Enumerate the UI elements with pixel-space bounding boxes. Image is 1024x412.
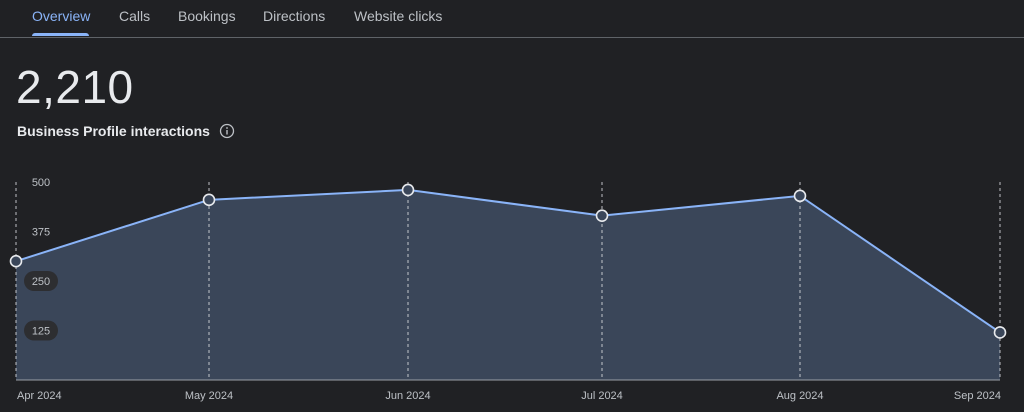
data-point[interactable]	[793, 189, 807, 203]
x-tick-label: Jun 2024	[385, 390, 430, 402]
y-tick-label: 250	[24, 271, 58, 291]
tab-overview[interactable]: Overview	[32, 8, 91, 24]
info-icon[interactable]	[219, 123, 235, 139]
tab-calls[interactable]: Calls	[119, 8, 151, 24]
chart-area-fill	[16, 189, 1000, 380]
tab-bar: Overview Calls Bookings Directions Websi…	[0, 0, 1024, 38]
x-tick-label: May 2024	[185, 390, 233, 402]
x-tick-label: Sep 2024	[954, 390, 1001, 402]
data-point[interactable]	[202, 193, 216, 207]
svg-text:500: 500	[32, 177, 50, 189]
svg-text:125: 125	[32, 326, 50, 338]
active-tab-indicator	[32, 33, 89, 36]
total-interactions-value: 2,210	[16, 61, 134, 113]
data-point[interactable]	[595, 209, 609, 222]
x-tick-label: Aug 2024	[776, 390, 823, 402]
tab-bookings[interactable]: Bookings	[178, 8, 236, 24]
x-tick-label: Apr 2024	[17, 390, 62, 402]
summary-label-row: Business Profile interactions	[17, 123, 235, 139]
y-tick-label: 375	[32, 227, 50, 239]
y-tick-label: 125	[24, 320, 58, 341]
svg-text:375: 375	[32, 227, 50, 239]
series-line	[15, 188, 1001, 334]
tab-website-clicks[interactable]: Website clicks	[354, 8, 443, 24]
data-point[interactable]	[401, 183, 415, 197]
data-point[interactable]	[993, 326, 1007, 339]
x-tick-label: Jul 2024	[581, 390, 623, 402]
data-point[interactable]	[9, 254, 23, 268]
y-tick-label: 500	[32, 177, 50, 189]
summary-label: Business Profile interactions	[17, 123, 210, 139]
svg-text:250: 250	[32, 276, 50, 288]
tab-directions[interactable]: Directions	[263, 8, 326, 24]
